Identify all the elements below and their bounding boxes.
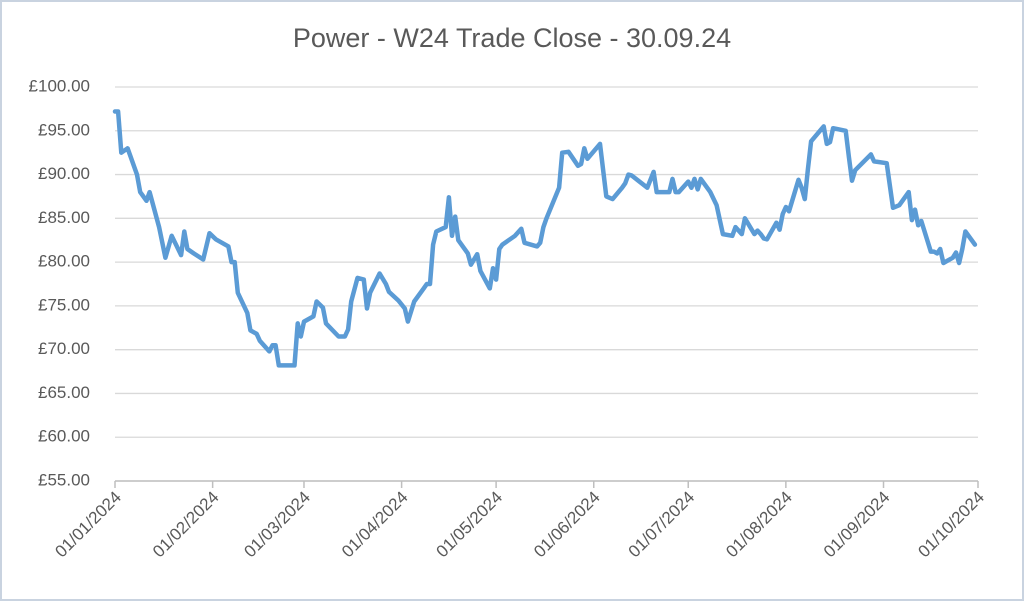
y-tick-label: £70.00 xyxy=(38,339,90,358)
y-tick-label: £75.00 xyxy=(38,295,90,314)
data-line xyxy=(112,109,978,368)
y-tick-label: £95.00 xyxy=(38,120,90,139)
y-tick-label: £60.00 xyxy=(38,427,90,446)
chart-title: Power - W24 Trade Close - 30.09.24 xyxy=(293,23,731,53)
y-tick-label: £85.00 xyxy=(38,208,90,227)
y-tick-label: £100.00 xyxy=(29,76,90,95)
y-tick-label: £90.00 xyxy=(38,164,90,183)
y-tick-label: £80.00 xyxy=(38,252,90,271)
y-tick-label: £65.00 xyxy=(38,383,90,402)
y-tick-label: £55.00 xyxy=(38,470,90,489)
